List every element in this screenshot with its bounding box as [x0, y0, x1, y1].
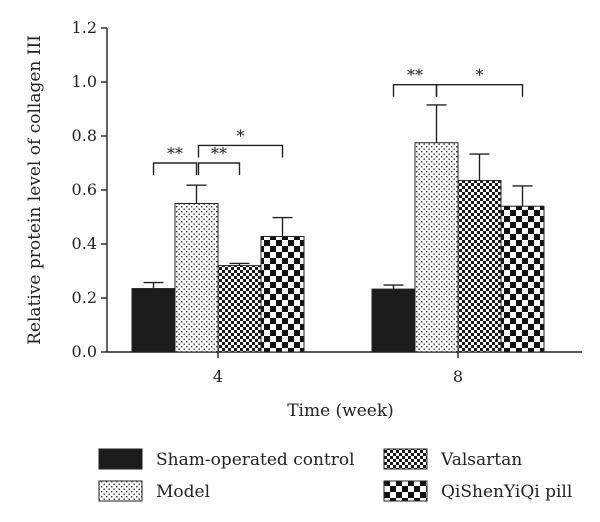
bar — [260, 235, 305, 353]
y-tick-label: 0.8 — [72, 126, 97, 145]
significance-brackets: ** ***** * — [152, 66, 524, 175]
y-tick-label: 0.6 — [72, 180, 97, 199]
y-tick-label: 1.2 — [72, 18, 97, 37]
y-axis-title: Relative protein level of collagen III — [25, 35, 45, 345]
legend-swatch — [98, 480, 143, 502]
y-tick-label: 1.0 — [72, 72, 97, 91]
x-axis-title: Time (week) — [287, 401, 394, 421]
bar — [500, 205, 545, 353]
significance-label: ** — [167, 144, 183, 163]
legend: Sham-operated control Model Valsartan QiShe… — [98, 448, 572, 502]
bar — [457, 180, 502, 353]
bar — [131, 288, 176, 353]
significance-bracket — [197, 144, 284, 158]
legend-label: Sham-operated control — [156, 450, 355, 470]
legend-label: QiShenYiQi pill — [441, 482, 572, 502]
bar — [371, 288, 416, 353]
bar — [174, 203, 219, 353]
bar — [414, 142, 459, 353]
legend-label: Model — [156, 482, 210, 502]
significance-label: * — [237, 126, 245, 145]
error-bars — [143, 104, 533, 290]
significance-label: * — [476, 66, 484, 85]
x-tick-label: 4 — [213, 367, 223, 386]
legend-swatch — [383, 480, 428, 502]
y-ticks: 0.0 0.2 0.4 0.6 0.8 1.0 1.2 — [72, 18, 107, 361]
legend-label: Valsartan — [440, 450, 522, 470]
y-tick-label: 0.4 — [72, 234, 97, 253]
significance-bracket — [435, 84, 524, 97]
significance-bracket — [197, 162, 241, 175]
y-tick-label: 0.2 — [72, 288, 97, 307]
significance-bracket — [152, 162, 198, 175]
x-tick-label: 8 — [453, 367, 463, 386]
significance-bracket — [392, 84, 438, 97]
significance-label: ** — [407, 66, 423, 85]
bars — [131, 142, 545, 353]
bar — [217, 265, 262, 353]
legend-swatch — [98, 448, 143, 470]
significance-label: ** — [211, 144, 227, 163]
legend-swatch — [383, 448, 428, 470]
y-tick-label: 0.0 — [72, 342, 97, 361]
